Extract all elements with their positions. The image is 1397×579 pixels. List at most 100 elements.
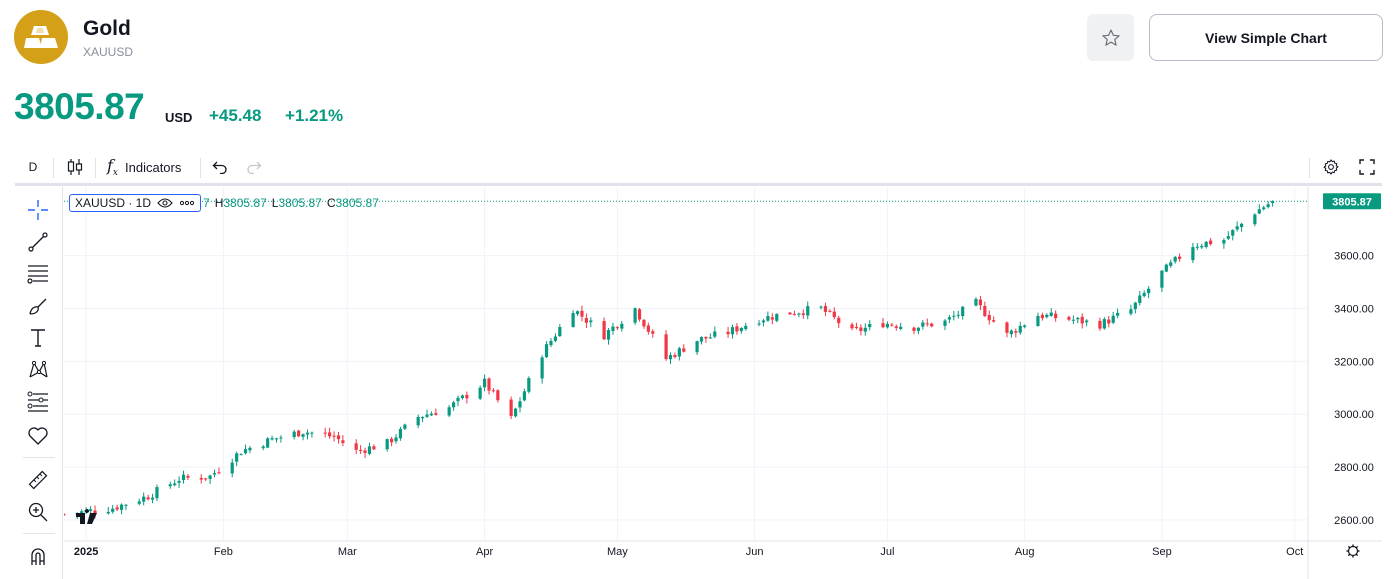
candle-body (540, 357, 544, 379)
measure-tool[interactable] (25, 467, 51, 493)
trend-line-tool[interactable] (25, 229, 51, 255)
candle-body (1071, 319, 1075, 321)
fib-lines-icon (27, 265, 48, 284)
candle-body (212, 473, 217, 475)
candle-body (642, 319, 646, 327)
candle-body (403, 424, 407, 429)
xabcd-pattern-icon (29, 360, 48, 378)
candle-body (429, 413, 434, 416)
chart-legend: XAUUSD · 1D 7 H3805.87 L3805.87 C3805.87 (69, 193, 379, 213)
gear-icon (1347, 545, 1359, 557)
candle-body (106, 511, 110, 514)
candle-body (1257, 209, 1261, 214)
candle-body (823, 306, 828, 312)
candle-body (943, 320, 947, 326)
y-tick-label: 3200.00 (1334, 356, 1374, 368)
chart-type-button[interactable] (63, 150, 87, 184)
x-tick-label: Apr (476, 546, 493, 558)
candle-body (899, 326, 903, 329)
candle-body (651, 331, 655, 334)
candle-body (1005, 322, 1009, 333)
candle-body (549, 340, 553, 346)
candle-body (341, 440, 345, 443)
zoom-in-icon (28, 502, 48, 522)
y-tick-label: 3600.00 (1334, 251, 1374, 263)
undo-button[interactable] (209, 150, 231, 184)
candle-body (916, 327, 921, 331)
redo-button[interactable] (243, 150, 265, 184)
candle-body (1111, 315, 1115, 323)
watchlist-star-button[interactable] (1087, 14, 1134, 61)
candle-body (93, 510, 97, 514)
zoom-tool[interactable] (25, 499, 51, 525)
fullscreen-button[interactable] (1355, 150, 1379, 184)
tradingview-logo[interactable] (76, 509, 97, 524)
candle-body (518, 401, 522, 408)
view-simple-chart-button[interactable]: View Simple Chart (1149, 14, 1383, 61)
candle-body (806, 306, 810, 316)
ohlc-values: 7 H3805.87 L3805.87 C3805.87 (203, 196, 379, 210)
candle-body (336, 435, 341, 440)
candle-body (297, 430, 301, 437)
candle-body (1169, 262, 1173, 266)
gear-tooth (1355, 545, 1359, 549)
magnet-tool[interactable] (25, 543, 51, 569)
x-tick-label: Feb (214, 546, 233, 558)
candle-body (713, 331, 717, 337)
pattern-tool[interactable] (25, 357, 51, 383)
candle-body (925, 323, 929, 325)
time-axis-settings-icon[interactable] (1346, 544, 1360, 558)
interval-selector[interactable]: D (28, 160, 38, 174)
candle-body (146, 497, 150, 500)
candle-body (978, 299, 982, 306)
candle-body (885, 323, 890, 328)
candle-body (544, 344, 549, 358)
candle-body (1266, 204, 1270, 208)
candle-body (1173, 256, 1177, 262)
more-icon[interactable] (179, 200, 195, 206)
candle-body (881, 323, 885, 328)
candle-body (921, 322, 925, 327)
x-tick-label: Mar (338, 546, 357, 558)
asset-ticker: XAUUSD (83, 45, 134, 59)
favorites-tool[interactable] (25, 423, 51, 449)
candle-body (80, 511, 84, 514)
eye-icon[interactable] (157, 197, 173, 209)
candle-body (394, 437, 398, 442)
candlestick-chart[interactable]: 3805.87 2600.00 2800.00 3000.00 3200.00 3400.… (64, 187, 1382, 579)
sidebar-divider (23, 457, 55, 458)
indicators-button[interactable]: fx Indicators (107, 150, 181, 184)
price-chart[interactable]: 3805.87 2600.00 2800.00 3000.00 3200.00 3400.… (64, 187, 1382, 579)
candle-body (620, 323, 624, 329)
candle-body (695, 341, 699, 353)
candle-body (181, 474, 186, 481)
forecasting-tool[interactable] (25, 389, 51, 415)
gear-tooth (1355, 553, 1359, 557)
candle-body (1009, 330, 1013, 335)
candle-body (150, 497, 155, 500)
candle-body (111, 508, 115, 512)
candle-body (1231, 230, 1235, 236)
candle-body (1036, 316, 1040, 327)
candle-body (615, 327, 619, 329)
candle-body (673, 355, 677, 357)
candle-body (434, 413, 438, 415)
crosshair-tool[interactable] (25, 197, 51, 223)
candle-body (491, 390, 496, 392)
settings-button[interactable] (1319, 150, 1343, 184)
candle-body (328, 432, 332, 437)
candle-body (1102, 319, 1106, 329)
fx-icon: fx (107, 155, 118, 179)
symbol-legend-box[interactable]: XAUUSD · 1D (69, 194, 202, 212)
candle-body (677, 348, 681, 357)
price-change: +45.48 (209, 106, 262, 125)
text-tool[interactable] (25, 325, 51, 351)
candle-body (757, 323, 761, 325)
candle-body (266, 438, 270, 448)
brush-tool[interactable] (25, 293, 51, 319)
candle-body (1222, 240, 1226, 244)
toolbar-divider (200, 158, 201, 178)
candle-body (248, 447, 252, 451)
fib-retracement-tool[interactable] (25, 261, 51, 287)
crosshair-icon (28, 200, 48, 220)
